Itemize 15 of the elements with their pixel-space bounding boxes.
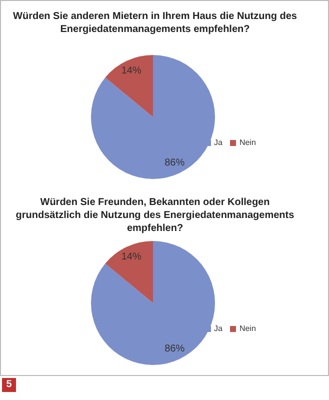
data-label: 14% <box>121 252 142 262</box>
pie-slice <box>91 241 215 365</box>
pie-slice <box>105 241 153 303</box>
pie-slice <box>105 55 153 117</box>
legend-label: Ja <box>213 138 222 147</box>
legend-label: Nein <box>238 324 256 333</box>
data-label: 14% <box>121 66 142 76</box>
legend-label: Ja <box>213 324 222 333</box>
text: 5 <box>2 378 16 392</box>
chart-title: Würden Sie anderen Mietern in Ihrem Haus die Nutzung des Energiedatenmanagements empfehlen? <box>12 10 298 36</box>
data-label: 86% <box>164 344 185 354</box>
chart-title: Würden Sie Freunden, Bekannten oder Kollegen grundsätzlich die Nutzung des Energiedatenmanagements empfehlen? <box>14 196 296 235</box>
pie-slice <box>91 55 215 179</box>
legend-label: Nein <box>238 138 256 147</box>
data-label: 86% <box>164 158 185 168</box>
